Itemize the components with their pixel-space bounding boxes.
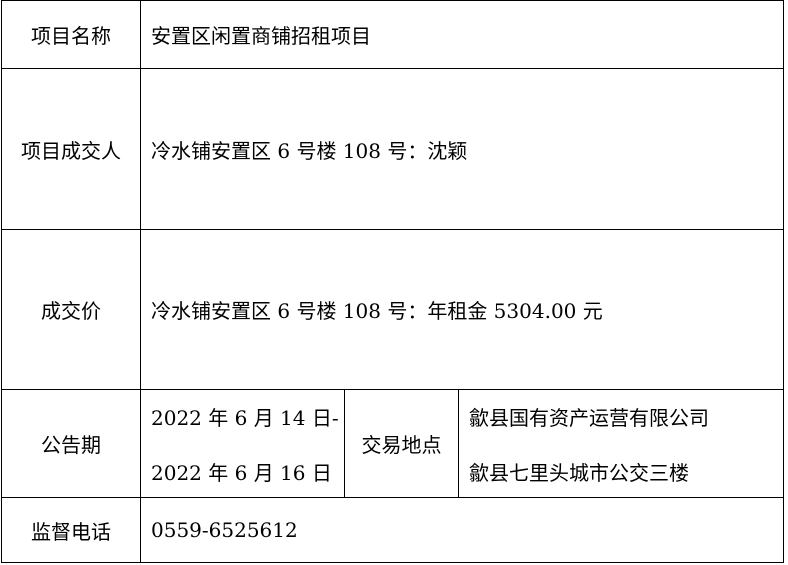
location-line-1: 歙县国有资产运营有限公司 bbox=[469, 405, 709, 430]
location-value: 歙县国有资产运营有限公司 歙县七里头城市公交三楼 bbox=[458, 389, 784, 498]
project-name-label: 项目名称 bbox=[1, 0, 141, 69]
notice-period-value: 2022 年 6 月 14 日- 2022 年 6 月 16 日 bbox=[140, 389, 345, 498]
winner-value: 冷水铺安置区 6 号楼 108 号：沈颖 bbox=[140, 68, 784, 230]
project-name-value: 安置区闲置商铺招租项目 bbox=[140, 0, 784, 69]
price-label: 成交价 bbox=[1, 229, 141, 390]
winner-label: 项目成交人 bbox=[1, 68, 141, 230]
period-end: 2022 年 6 月 16 日 bbox=[151, 460, 332, 485]
location-line-2: 歙县七里头城市公交三楼 bbox=[469, 460, 689, 485]
phone-value: 0559-6525612 bbox=[140, 497, 784, 563]
phone-label: 监督电话 bbox=[1, 497, 141, 563]
notice-period-label: 公告期 bbox=[1, 389, 141, 498]
location-label: 交易地点 bbox=[344, 389, 459, 498]
price-value: 冷水铺安置区 6 号楼 108 号：年租金 5304.00 元 bbox=[140, 229, 784, 390]
period-start: 2022 年 6 月 14 日- bbox=[151, 405, 339, 430]
